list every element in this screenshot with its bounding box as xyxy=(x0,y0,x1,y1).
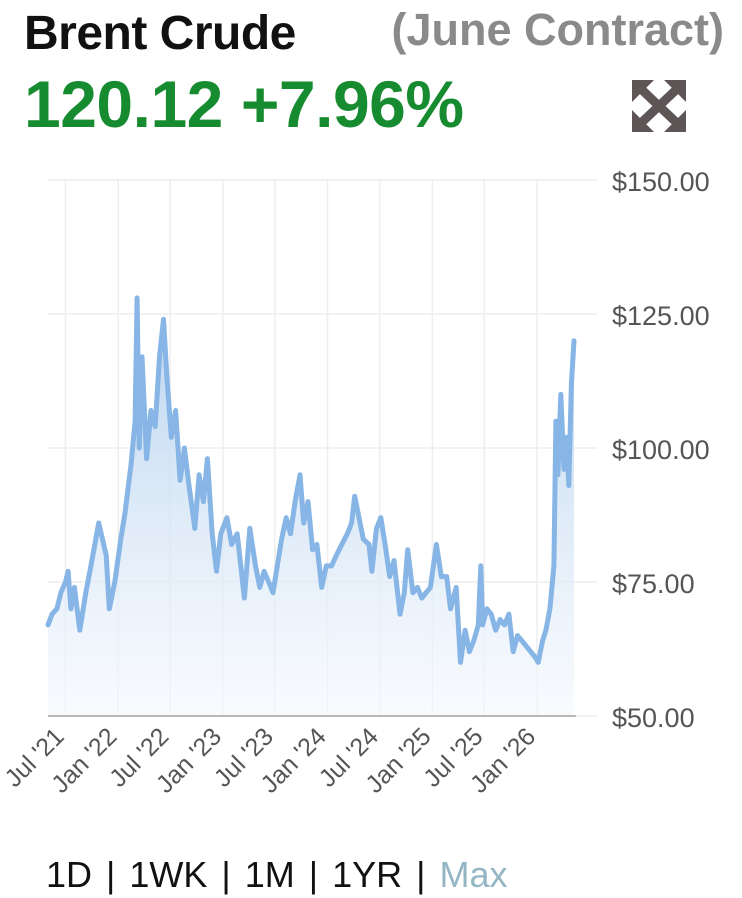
price-area xyxy=(48,297,574,716)
y-tick-label: $150.00 xyxy=(612,167,710,197)
y-tick-label: $50.00 xyxy=(612,703,695,733)
price-line xyxy=(45,295,577,665)
price-quote: 120.12 +7.96% xyxy=(24,66,464,142)
instrument-title: Brent Crude xyxy=(24,7,296,60)
range-max[interactable]: Max xyxy=(439,854,508,895)
range-1wk[interactable]: 1WK xyxy=(129,854,208,895)
y-tick-label: $125.00 xyxy=(612,301,710,331)
range-1d[interactable]: 1D xyxy=(46,854,93,895)
y-tick-label: $100.00 xyxy=(612,435,710,465)
range-separator: | xyxy=(106,854,116,895)
contract-label: (June Contract) xyxy=(391,4,724,55)
last-price: 120.12 xyxy=(24,67,223,141)
y-axis-ticks: $150.00 $125.00 $100.00 $75.00 $50.00 xyxy=(612,167,710,733)
y-tick-label: $75.00 xyxy=(612,569,695,599)
price-change: +7.96% xyxy=(240,67,464,141)
range-separator: | xyxy=(308,854,319,895)
range-separator: | xyxy=(221,854,231,895)
range-1yr[interactable]: 1YR xyxy=(332,854,403,895)
expand-arrows-icon[interactable] xyxy=(630,78,688,134)
brent-price-chart: $150.00 $125.00 $100.00 $75.00 $50.00 Jul '2… xyxy=(0,167,710,799)
range-separator: | xyxy=(416,854,426,895)
time-range-selector: 1D | 1WK | 1M | 1YR | Max xyxy=(46,854,508,896)
range-1m[interactable]: 1M xyxy=(244,854,295,895)
